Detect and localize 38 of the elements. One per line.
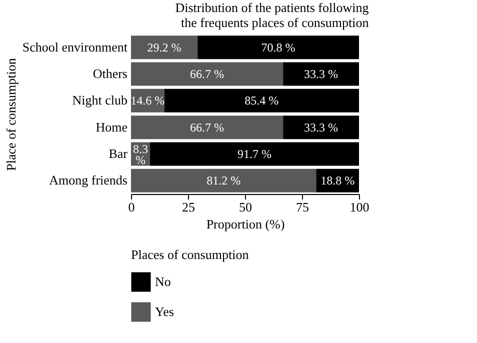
bar — [283, 62, 359, 86]
y-tick-label: Home — [96, 119, 128, 134]
legend-title: Places of consumption — [131, 247, 250, 262]
bar — [131, 116, 284, 140]
bar — [198, 36, 359, 60]
y-tick-label: Others — [92, 66, 128, 81]
bar — [131, 168, 316, 192]
bar — [283, 116, 359, 140]
data-label: 8.3 % — [132, 142, 148, 167]
data-label: 91.7 % — [237, 147, 272, 161]
data-label: 33.3 % — [304, 67, 338, 81]
bar — [131, 62, 284, 86]
x-tick-label: 25 — [182, 200, 195, 214]
data-label: 81.2 % — [206, 174, 241, 188]
bar — [164, 88, 359, 112]
bar — [150, 142, 359, 166]
legend-label: No — [155, 274, 171, 289]
data-label: 85.4 % — [244, 94, 279, 108]
legend-label: Yes — [155, 304, 174, 319]
x-tick-label: 0 — [128, 200, 135, 214]
data-label: 33.3 % — [304, 120, 338, 134]
y-tick-label: Among friends — [49, 172, 128, 188]
data-label: 66.7 % — [190, 67, 224, 81]
data-label: 14.6 % — [130, 94, 165, 108]
data-label: 70.8 % — [261, 40, 296, 54]
y-tick-label: School environment — [22, 39, 128, 54]
x-tick-label: 75 — [296, 200, 309, 214]
data-label: 18.8 % — [320, 174, 355, 188]
x-tick-label: 50 — [239, 200, 252, 214]
y-tick-label: Night club — [72, 92, 128, 108]
bar — [131, 36, 198, 60]
data-label: 29.2 % — [147, 40, 182, 54]
chart-title: Distribution of the patients following the frequents places of consumption — [175, 0, 370, 30]
y-tick-label: Bar — [108, 146, 128, 161]
x-tick-label: 100 — [350, 200, 370, 214]
data-label: 66.7 % — [190, 120, 224, 134]
y-axis-title: Place of consumption — [3, 58, 18, 171]
x-axis-title: Proportion (%) — [206, 216, 285, 232]
